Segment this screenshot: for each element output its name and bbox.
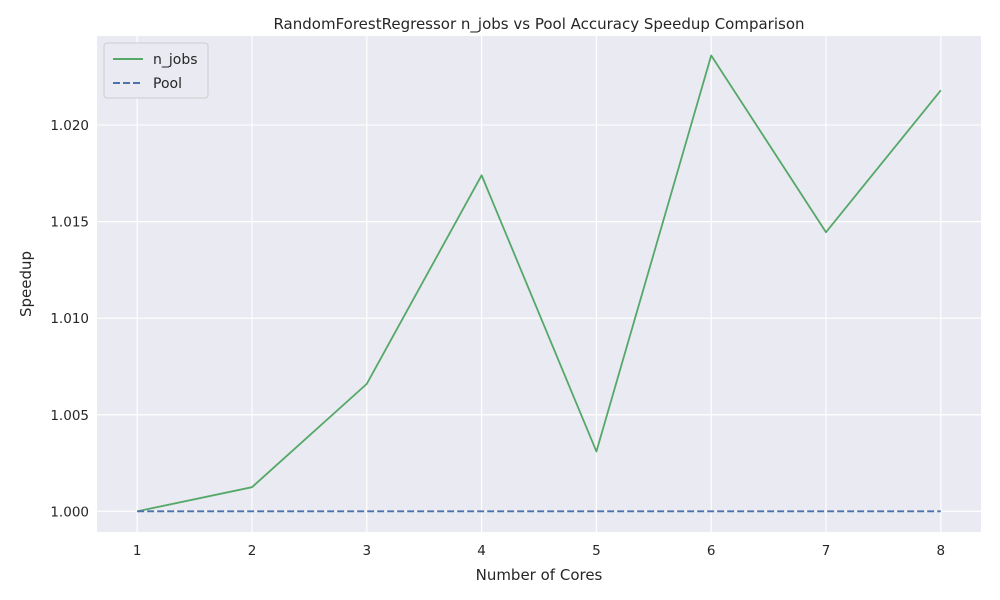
x-axis-label: Number of Cores xyxy=(476,566,603,584)
x-tick-label: 5 xyxy=(592,543,601,559)
y-axis-label: Speedup xyxy=(17,251,35,317)
grid xyxy=(97,36,981,532)
plot-area xyxy=(97,36,981,532)
x-tick-label: 3 xyxy=(362,543,371,559)
x-tick-label: 4 xyxy=(477,543,486,559)
tick-labels: 1 2 3 4 5 6 7 8 1.000 1.005 1.010 1.015 1.020 xyxy=(50,118,945,559)
series-line-n-jobs xyxy=(136,54,942,513)
x-tick-label: 6 xyxy=(707,543,716,559)
x-tick-label: 1 xyxy=(133,543,142,559)
legend-label-pool: Pool xyxy=(153,76,182,92)
x-tick-label: 8 xyxy=(937,543,946,559)
y-tick-label: 1.010 xyxy=(50,311,89,327)
y-tick-label: 1.005 xyxy=(50,408,89,424)
legend: n_jobs Pool xyxy=(103,42,209,99)
chart-title: RandomForestRegressor n_jobs vs Pool Acc… xyxy=(273,15,804,34)
legend-label-n-jobs: n_jobs xyxy=(153,52,198,68)
x-tick-label: 2 xyxy=(248,543,257,559)
x-tick-label: 7 xyxy=(822,543,831,559)
y-tick-label: 1.015 xyxy=(50,215,89,231)
legend-box xyxy=(103,42,209,99)
series-layer xyxy=(136,54,942,513)
y-tick-label: 1.020 xyxy=(50,118,89,134)
y-tick-label: 1.000 xyxy=(50,504,89,520)
